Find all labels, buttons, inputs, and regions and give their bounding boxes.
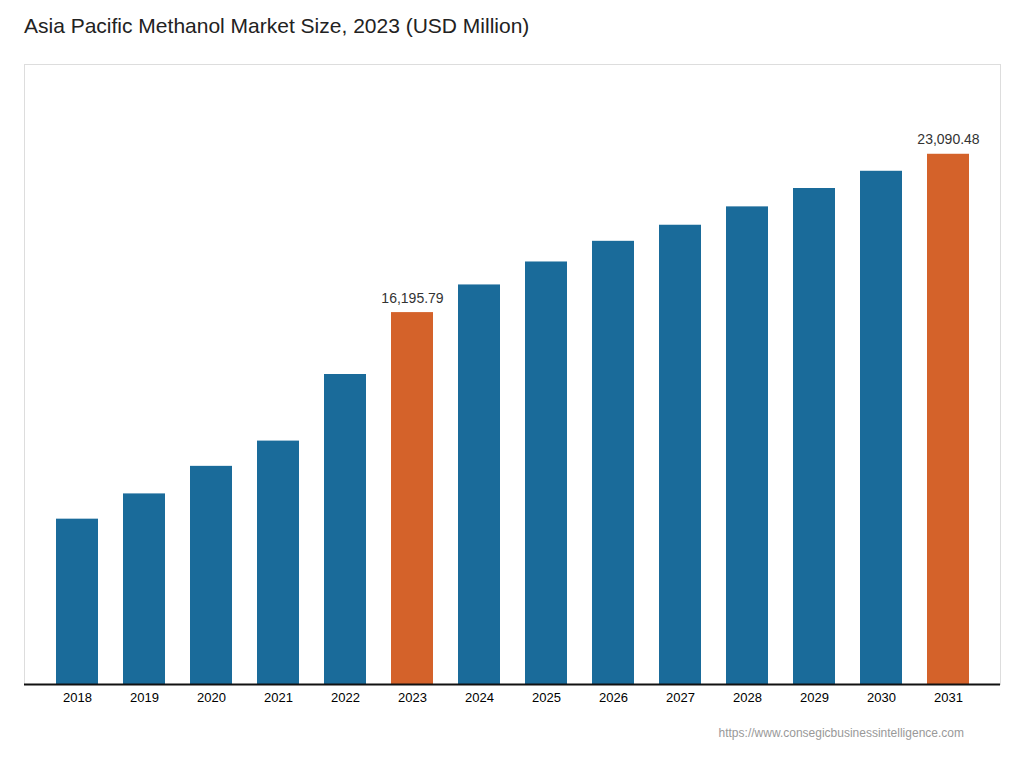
svg-text:2029: 2029 [800, 690, 829, 705]
svg-text:2031: 2031 [934, 690, 963, 705]
svg-text:16,195.79: 16,195.79 [381, 290, 443, 306]
svg-text:2020: 2020 [197, 690, 226, 705]
svg-text:2021: 2021 [264, 690, 293, 705]
svg-text:2025: 2025 [532, 690, 561, 705]
svg-text:2018: 2018 [63, 690, 92, 705]
svg-text:2024: 2024 [465, 690, 494, 705]
svg-text:2026: 2026 [599, 690, 628, 705]
svg-text:23,090.48: 23,090.48 [917, 131, 979, 147]
svg-text:2028: 2028 [733, 690, 762, 705]
html-text:https://www.consegicbusinessin: https://www.consegicbusinessintelligence… [718, 726, 964, 740]
svg-text:2022: 2022 [331, 690, 360, 705]
svg-text:2027: 2027 [666, 690, 695, 705]
svg-text:2023: 2023 [398, 690, 427, 705]
svg-text:2030: 2030 [867, 690, 896, 705]
svg-text:2019: 2019 [130, 690, 159, 705]
html-text:Asia Pacific Methanol Market S: Asia Pacific Methanol Market Size, 2023 … [24, 14, 530, 37]
